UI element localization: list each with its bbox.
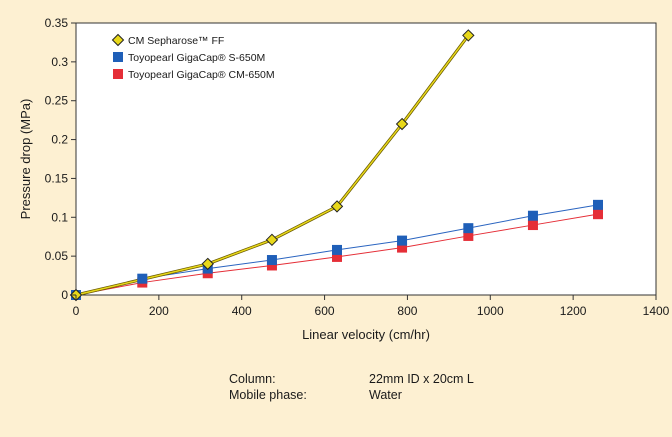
y-tick-label: 0.35 — [45, 16, 69, 30]
legend-marker — [113, 52, 123, 62]
toyopearl-gigacap-cm-650m-point — [332, 251, 342, 262]
toyopearl-gigacap-cm-650m-point — [463, 230, 474, 241]
x-tick-label: 800 — [397, 304, 417, 318]
toyopearl-gigacap-cm-650m-point — [593, 209, 603, 220]
y-tick-label: 0.05 — [45, 249, 69, 263]
toyopearl-gigacap-s-650m-point — [332, 244, 342, 255]
experimental-conditions: Column: 22mm ID x 20cm L Mobile phase: W… — [229, 371, 474, 403]
plot-area — [75, 22, 657, 296]
cm-sepharose-ff-point — [201, 257, 214, 271]
mobile-phase-row: Mobile phase: Water — [229, 387, 474, 403]
x-tick-label: 1400 — [643, 304, 670, 318]
toyopearl-gigacap-s-650m-point — [266, 255, 277, 266]
legend-marker — [111, 33, 125, 47]
cm-sepharose-ff-line — [75, 34, 469, 296]
legend: CM Sepharose™ FF Toyopearl GigaCap® S-650… — [111, 33, 275, 81]
legend-marker — [113, 69, 123, 79]
toyopearl-gigacap-s-650m-point — [463, 223, 474, 234]
mobile-phase-label: Mobile phase: — [229, 388, 307, 402]
y-tick-label: 0.3 — [51, 55, 68, 69]
toyopearl-gigacap-s-650m-point — [397, 235, 408, 246]
axes-group: 0 200 400 600 800 1000 1200 1400 0 0.05 0.1 0.15 0.2… — [45, 16, 670, 318]
y-tick-label: 0.2 — [51, 133, 68, 147]
legend-label: Toyopearl GigaCap® CM-650M — [128, 69, 275, 81]
toyopearl-gigacap-s-650m-point — [137, 273, 148, 284]
legend-label: CM Sepharose™ FF — [128, 35, 224, 47]
column-row: Column: 22mm ID x 20cm L — [229, 371, 474, 387]
cm-sepharose-ff-point — [395, 117, 409, 131]
mobile-phase-value: Water — [369, 388, 402, 402]
y-tick-label: 0.1 — [51, 210, 68, 224]
x-tick-label: 1000 — [477, 304, 504, 318]
cm-sepharose-ff-point — [265, 233, 279, 247]
toyopearl-gigacap-cm-650m-point — [397, 242, 408, 253]
y-tick-label: 0.15 — [45, 171, 69, 185]
y-tick-label: 0 — [61, 288, 68, 302]
cm-sepharose-ff-point — [330, 200, 344, 213]
y-tick-label: 0.25 — [45, 94, 69, 108]
x-tick-label: 1200 — [560, 304, 587, 318]
column-label: Column: — [229, 372, 276, 386]
x-tick-label: 0 — [73, 304, 80, 318]
x-axis-label: Linear velocity (cm/hr) — [302, 327, 430, 342]
toyopearl-gigacap-s-650m-point — [593, 199, 603, 210]
series-group — [69, 29, 603, 302]
toyopearl-gigacap-s-650m-point — [527, 210, 538, 221]
column-value: 22mm ID x 20cm L — [369, 372, 474, 386]
y-axis-label: Pressure drop (MPa) — [18, 99, 33, 220]
x-tick-label: 400 — [232, 304, 252, 318]
cm-sepharose-ff-point — [462, 29, 475, 42]
x-tick-label: 200 — [149, 304, 169, 318]
toyopearl-gigacap-cm-650m-point — [527, 220, 538, 231]
x-tick-label: 600 — [315, 304, 335, 318]
toyopearl-gigacap-cm-650m-point — [266, 260, 277, 271]
legend-label: Toyopearl GigaCap® S-650M — [128, 52, 265, 64]
